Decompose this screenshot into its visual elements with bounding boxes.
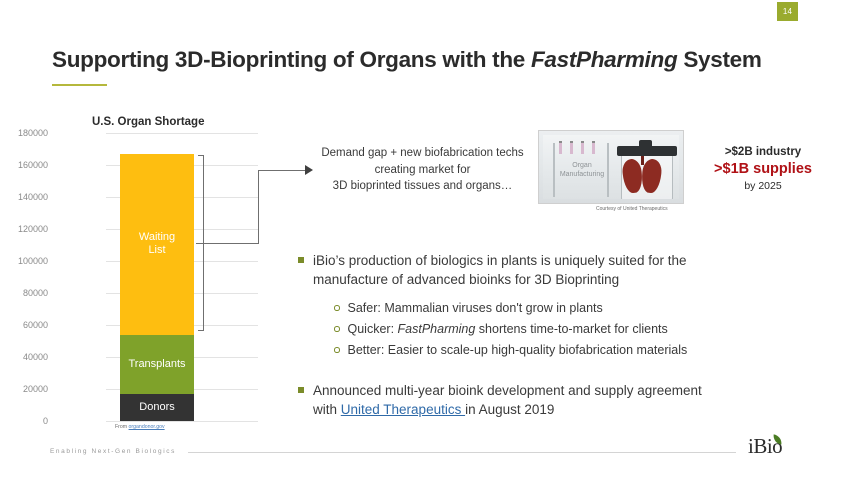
title-text-italic: FastPharming: [530, 47, 678, 72]
bullet-item-production: iBio’s production of biologics in plants…: [298, 251, 798, 289]
sub-quicker-post: shortens time-to-market for clients: [475, 322, 668, 336]
photo-label: Organ Manufacturing: [551, 161, 613, 179]
title-underline-rule: [52, 84, 107, 86]
callout-line-3: 3D bioprinted tissues and organs…: [332, 180, 513, 192]
footer-divider: [188, 452, 736, 453]
footer-tagline: Enabling Next-Gen Biologics: [50, 448, 176, 455]
united-therapeutics-link[interactable]: United Therapeutics: [340, 402, 466, 417]
callout-line-2: creating market for: [374, 163, 471, 176]
callout-line-1: Demand gap + new biofabrication techs: [321, 147, 524, 159]
market-industry-value: >$2B industry: [724, 146, 802, 158]
circle-bullet-icon: [334, 347, 340, 353]
connector-arrowhead-icon: [305, 165, 313, 175]
chart-y-tick-label: 80000: [22, 288, 48, 298]
page-title: Supporting 3D-Bioprinting of Organs with…: [52, 47, 762, 73]
sub-bullet-quicker: Quicker: FastPharming shortens time-to-m…: [334, 320, 798, 338]
bullet-production-text: iBio’s production of biologics in plants…: [313, 251, 686, 289]
bar-segment-label: Donors: [139, 400, 175, 413]
sub-safer-pre: Safer: Mammalian viruses don't grow in p…: [347, 301, 603, 315]
bar-segment-label: Waiting: [138, 231, 176, 244]
chart-source-prefix: From: [115, 424, 129, 430]
sub-bullet-quicker-text: Quicker: FastPharming shortens time-to-m…: [348, 320, 668, 338]
vial-rack-illustration: [557, 141, 605, 155]
bar-segment-label: List: [148, 244, 166, 257]
connector-line-horizontal-lower: [196, 243, 259, 244]
chart-y-tick-label: 40000: [22, 352, 48, 362]
rack-post-left: [553, 143, 555, 197]
agreement-pre: with: [313, 402, 341, 417]
square-bullet-icon: [298, 387, 304, 393]
bar-segment-transplants: Transplants: [120, 334, 194, 394]
sub-bullet-safer: Safer: Mammalian viruses don't grow in p…: [334, 299, 798, 317]
chart-source-link[interactable]: organdonor.gov: [128, 424, 165, 430]
bullet-item-agreement: Announced multi-year bioink development …: [298, 381, 798, 419]
trachea-illustration: [641, 153, 644, 165]
bullet-agreement-line-2: with United Therapeutics in August 2019: [313, 400, 702, 419]
chart-title: U.S. Organ Shortage: [92, 116, 205, 128]
chart-y-tick-label: 20000: [22, 384, 48, 394]
bullet-agreement-text: Announced multi-year bioink development …: [313, 381, 702, 419]
photo-label-line-2: Manufacturing: [559, 171, 605, 178]
chart-y-tick-label: 60000: [22, 320, 48, 330]
square-bullet-icon: [298, 257, 304, 263]
circle-bullet-icon: [334, 305, 340, 311]
bullet-agreement-line-1: Announced multi-year bioink development …: [313, 383, 702, 398]
sub-bullet-better: Better: Easier to scale-up high-quality …: [334, 341, 798, 359]
bullet-content: iBio’s production of biologics in plants…: [298, 251, 798, 419]
sub-bullet-better-text: Better: Easier to scale-up high-quality …: [348, 341, 688, 359]
connector-line-horizontal-upper: [258, 170, 308, 171]
bullet-production-line-1: iBio’s production of biologics in plants…: [313, 253, 687, 268]
bar-segment-label: Transplants: [128, 357, 186, 370]
sub-bullet-list: Safer: Mammalian viruses don't grow in p…: [334, 299, 798, 359]
photo-label-line-1: Organ: [572, 162, 592, 169]
title-text-part2: System: [677, 47, 762, 72]
chart-source-note: From organdonor.gov: [115, 424, 165, 430]
organ-manufacturing-photo: Organ Manufacturing: [538, 130, 684, 204]
sub-better-pre: Better: Easier to scale-up high-quality …: [347, 343, 688, 357]
chart-y-tick-label: 180000: [17, 128, 48, 138]
circle-bullet-icon: [334, 326, 340, 332]
rack-post-right: [607, 143, 609, 197]
bar-segment-donors: Donors: [120, 393, 194, 421]
logo-letter-i: i: [748, 434, 754, 458]
photo-caption: Courtesy of United Therapeutics: [596, 206, 668, 212]
chart-y-tick-label: 120000: [17, 224, 48, 234]
page-number-badge: 14: [777, 2, 798, 21]
demand-gap-callout: Demand gap + new biofabrication techs cr…: [310, 145, 535, 195]
market-size-callout: >$2B industry >$1B supplies by 2025: [688, 144, 838, 194]
chart-gridline: [106, 421, 258, 422]
title-text-part1: Supporting 3D-Bioprinting of Organs with…: [52, 47, 531, 72]
chart-y-tick-label: 0: [42, 416, 48, 426]
bar-segment-waiting-list: Waiting List: [120, 153, 194, 335]
sub-bullet-safer-text: Safer: Mammalian viruses don't grow in p…: [348, 299, 603, 317]
chart-gridline: [106, 133, 258, 134]
chart-y-tick-label: 140000: [17, 192, 48, 202]
ibio-logo: iBio: [748, 434, 800, 460]
market-supplies-value: >$1B supplies: [714, 161, 812, 177]
bullet-production-line-2: manufacture of advanced bioinks for 3D B…: [313, 272, 620, 287]
chart-y-tick-label: 100000: [17, 256, 48, 266]
agreement-post: in August 2019: [465, 402, 555, 417]
photo-inner-frame: Organ Manufacturing: [543, 135, 679, 199]
connector-line-vertical: [258, 170, 259, 244]
chamber-knob: [639, 140, 652, 147]
chart-y-tick-label: 160000: [17, 160, 48, 170]
market-year: by 2025: [744, 180, 782, 192]
chamber-cap: [617, 146, 677, 156]
sub-quicker-pre: Quicker:: [347, 322, 398, 336]
sub-quicker-italic: FastPharming: [397, 322, 476, 336]
organ-shortage-bar-chart: 180000 160000 140000 120000 100000 80000 60000…: [18, 128, 258, 426]
